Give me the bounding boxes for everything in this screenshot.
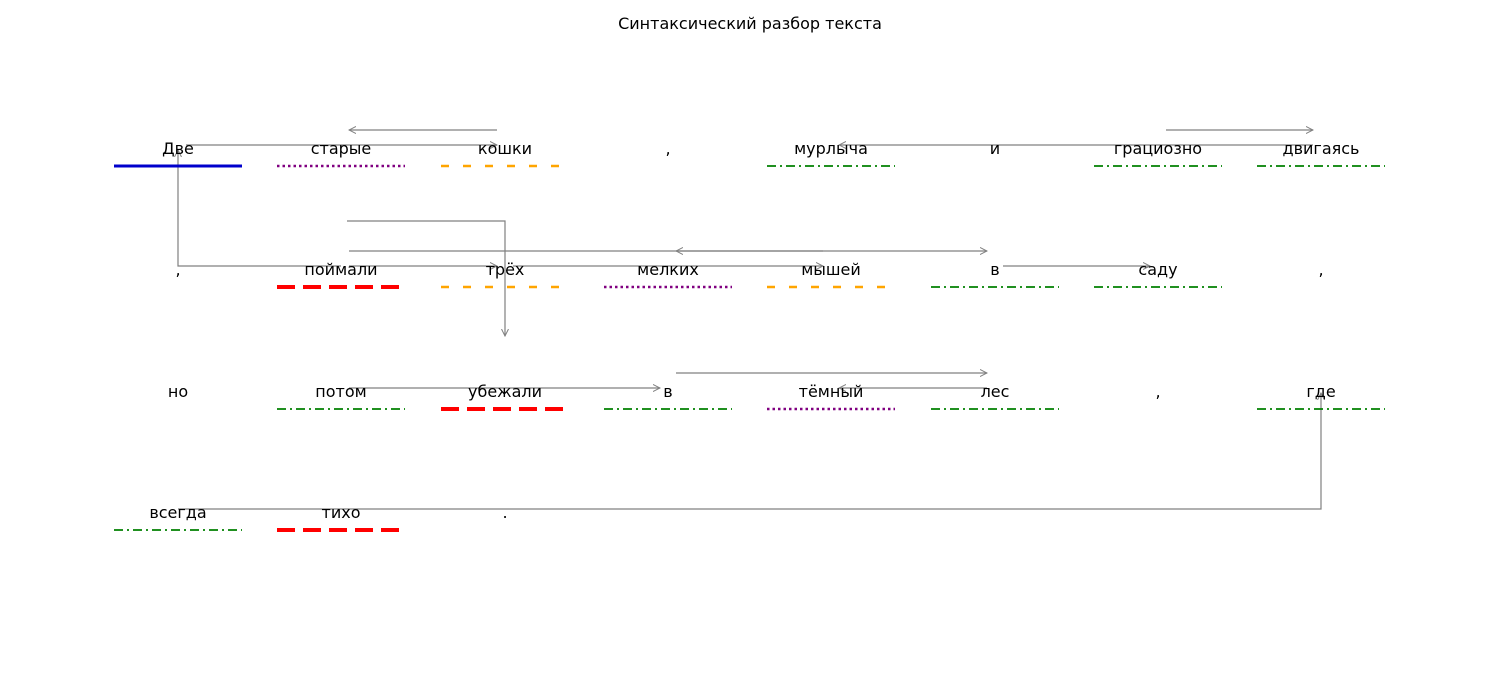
word-r2-c3: в [663,382,672,401]
word-r3-c0: всегда [149,503,206,522]
word-r1-c1: поймали [304,260,377,279]
word-r0-c0: Две [162,139,194,158]
word-r2-c4: тёмный [799,382,864,401]
word-r1-c6: саду [1138,260,1177,279]
dependency-arrow [178,393,1321,510]
word-r0-c4: мурлыча [794,139,868,158]
word-r0-c3: , [665,139,670,158]
diagram-title: Синтаксический разбор текста [618,14,882,33]
dependency-arrow [347,220,505,336]
word-r2-c6: , [1155,382,1160,401]
word-r1-c5: в [990,260,999,279]
word-r0-c5: и [990,139,1000,158]
word-r1-c2: трёх [486,260,525,279]
word-r2-c0: но [168,382,188,401]
word-r0-c2: кошки [478,139,532,158]
dependency-arrow [178,150,341,267]
word-r2-c7: где [1306,382,1335,401]
word-r1-c7: , [1318,260,1323,279]
word-r0-c7: двигаясь [1283,139,1360,158]
word-r3-c1: тихо [322,503,361,522]
dependency-links [178,130,1321,510]
word-r3-c2: . [502,503,507,522]
role-underlines [114,164,1385,532]
word-r2-c5: лес [981,382,1010,401]
word-r1-c4: мышей [801,260,861,279]
word-r2-c2: убежали [468,382,542,401]
word-r1-c0: , [175,260,180,279]
word-r2-c1: потом [315,382,366,401]
word-r1-c3: мелких [637,260,699,279]
word-r0-c1: старые [311,139,372,158]
words: Две старые кошки, мурлыча и грациозно двигаясь… [149,139,1359,522]
word-r0-c6: грациозно [1114,139,1202,158]
